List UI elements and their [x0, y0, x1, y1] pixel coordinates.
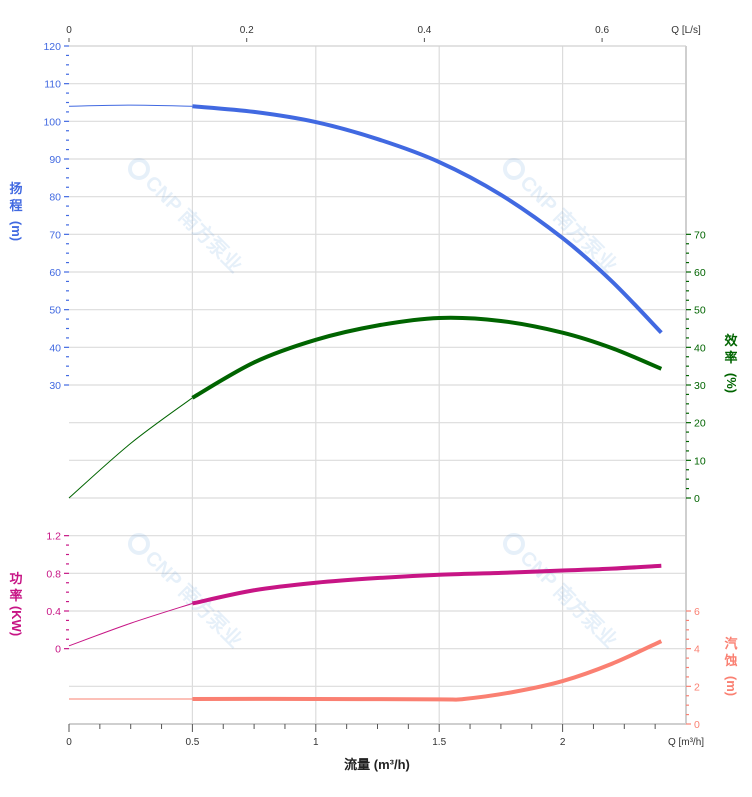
watermark-text: CNP 南方泵业	[515, 170, 622, 277]
watermark: CNP 南方泵业	[127, 157, 247, 277]
y-tick-label: 0	[55, 644, 61, 656]
x-top-tick-label: 0.4	[417, 25, 431, 36]
y-axis-title: (KW)	[9, 606, 24, 636]
y-tick-label: 90	[49, 154, 61, 166]
y-axis-title: 功	[9, 571, 22, 586]
watermark-text: CNP 南方泵业	[140, 545, 247, 652]
y-axis-title: 蚀	[723, 653, 737, 668]
y-tick-label: 30	[694, 380, 706, 392]
y-tick-label: 10	[694, 455, 706, 467]
y-tick-label: 4	[694, 644, 700, 656]
y-axis-title: 率	[724, 350, 737, 365]
x-top-tick-label: 0.2	[240, 25, 254, 36]
y-tick-label: 1.2	[46, 531, 61, 543]
curve-head-extended	[68, 104, 193, 107]
y-tick-label: 0.8	[46, 568, 61, 580]
y-tick-label: 110	[44, 79, 61, 91]
watermark: CNP 南方泵业	[502, 532, 622, 652]
watermark-text: CNP 南方泵业	[140, 170, 247, 277]
y-axis-title: (m)	[724, 676, 739, 696]
y-tick-label: 20	[694, 418, 706, 430]
y-tick-label: 100	[43, 116, 61, 128]
watermark-text: CNP 南方泵业	[515, 545, 622, 652]
watermark: CNP 南方泵业	[502, 157, 622, 277]
y-axis-title: 汽	[724, 636, 737, 651]
y-tick-label: 70	[49, 229, 61, 241]
watermark: CNP 南方泵业	[127, 532, 247, 652]
x-tick-label: 1	[313, 737, 319, 748]
x-axis-unit: Q [m³/h]	[668, 737, 704, 748]
y-tick-label: 120	[43, 41, 61, 53]
curves	[68, 104, 663, 702]
y-tick-label: 50	[694, 305, 706, 317]
y-tick-label: 80	[49, 192, 61, 204]
watermark-logo-icon	[127, 532, 150, 555]
x-tick-label: 0	[66, 737, 72, 748]
y-axis-title: 率	[9, 588, 22, 603]
y-tick-label: 0	[694, 719, 700, 731]
y-tick-label: 0.4	[46, 606, 61, 618]
y-axis-title: 程	[9, 198, 22, 213]
x-tick-label: 1.5	[432, 737, 446, 748]
y-axis-title: 扬	[9, 181, 22, 196]
curve-efficiency-extended	[68, 397, 193, 499]
y-tick-label: 60	[49, 267, 61, 279]
y-tick-label: 0	[694, 493, 700, 505]
y-tick-label: 40	[49, 342, 61, 354]
y-tick-label: 70	[694, 229, 706, 241]
x-top-tick-label: 0	[66, 25, 72, 36]
axis-labels: 流量 (m³/h) Q [m³/h] Q [L/s] 0 0.5 1 1.5 20 0.2…	[9, 25, 739, 772]
y-axis-title: (m)	[9, 221, 24, 241]
watermark-logo-icon	[502, 532, 525, 555]
watermark-logo-icon	[502, 157, 525, 180]
y-tick-label: 50	[49, 305, 61, 317]
curve-power	[191, 563, 662, 606]
curve-efficiency	[191, 315, 663, 400]
x-top-tick-label: 0.6	[595, 25, 609, 36]
y-axis-title: 效	[724, 333, 738, 348]
watermark-logo-icon	[127, 157, 150, 180]
curve-head	[192, 104, 663, 335]
y-tick-label: 2	[694, 681, 700, 693]
curve-npsh	[192, 639, 663, 702]
y-axis-title: (%)	[724, 373, 739, 393]
x-tick-label: 2	[560, 737, 566, 748]
axes	[64, 38, 691, 732]
y-tick-label: 60	[694, 267, 706, 279]
x-top-axis-unit: Q [L/s]	[671, 25, 701, 36]
y-tick-label: 40	[694, 342, 706, 354]
curve-power-extended	[68, 602, 193, 647]
x-axis-title: 流量 (m³/h)	[344, 757, 410, 772]
x-tick-label: 0.5	[185, 737, 199, 748]
y-tick-label: 6	[694, 606, 700, 618]
y-tick-label: 30	[49, 380, 61, 392]
